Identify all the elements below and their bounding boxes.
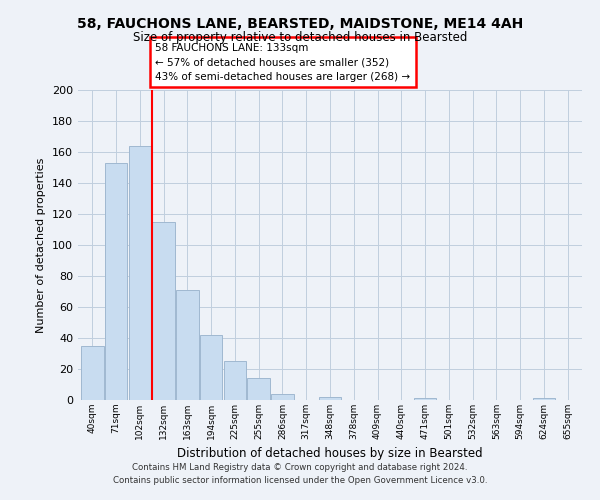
Bar [319, 397, 341, 400]
Bar [414, 398, 436, 400]
Bar [224, 361, 246, 400]
Y-axis label: Number of detached properties: Number of detached properties [37, 158, 46, 332]
Bar [152, 222, 175, 400]
Text: 58, FAUCHONS LANE, BEARSTED, MAIDSTONE, ME14 4AH: 58, FAUCHONS LANE, BEARSTED, MAIDSTONE, … [77, 18, 523, 32]
X-axis label: Distribution of detached houses by size in Bearsted: Distribution of detached houses by size … [177, 448, 483, 460]
Text: 58 FAUCHONS LANE: 133sqm
← 57% of detached houses are smaller (352)
43% of semi-: 58 FAUCHONS LANE: 133sqm ← 57% of detach… [155, 42, 410, 82]
Bar [533, 398, 555, 400]
Bar [81, 346, 104, 400]
Text: Contains HM Land Registry data © Crown copyright and database right 2024.
Contai: Contains HM Land Registry data © Crown c… [113, 463, 487, 485]
Bar [128, 146, 151, 400]
Bar [200, 335, 223, 400]
Bar [247, 378, 270, 400]
Bar [176, 290, 199, 400]
Bar [271, 394, 294, 400]
Text: Size of property relative to detached houses in Bearsted: Size of property relative to detached ho… [133, 31, 467, 44]
Bar [105, 163, 127, 400]
